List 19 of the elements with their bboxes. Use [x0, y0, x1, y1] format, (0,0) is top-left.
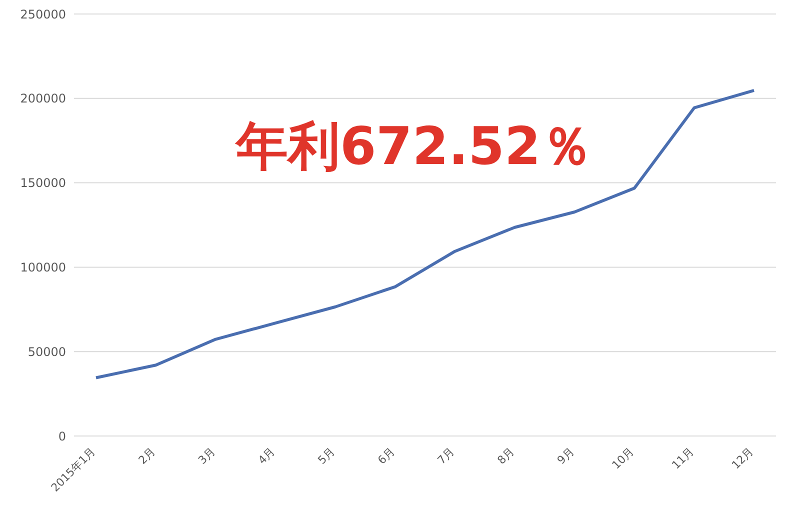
- x-tick-label: 7月: [435, 444, 458, 467]
- x-tick-label: 3月: [196, 444, 218, 467]
- line-series: [94, 88, 756, 380]
- y-tick-label: 200000: [20, 92, 66, 106]
- y-tick-label: 50000: [28, 344, 66, 359]
- y-tick-label: 0: [58, 429, 66, 444]
- y-tick-label: 150000: [20, 176, 66, 190]
- x-tick-label: 10月: [610, 444, 636, 472]
- y-tick-label: 250000: [20, 7, 66, 22]
- x-tick-label: 12月: [729, 444, 756, 472]
- x-tick-label: 8月: [494, 444, 517, 467]
- x-tick-label: 11月: [669, 444, 696, 472]
- x-tick-label: 4月: [256, 444, 278, 467]
- x-tick-label: 5月: [315, 444, 338, 467]
- annotation: 年利672.52％: [236, 116, 593, 179]
- x-tick-label: 2月: [136, 444, 158, 467]
- x-tick-label: 6月: [375, 444, 398, 467]
- y-tick-label: 100000: [20, 260, 66, 274]
- x-tick-label: 9月: [554, 444, 577, 467]
